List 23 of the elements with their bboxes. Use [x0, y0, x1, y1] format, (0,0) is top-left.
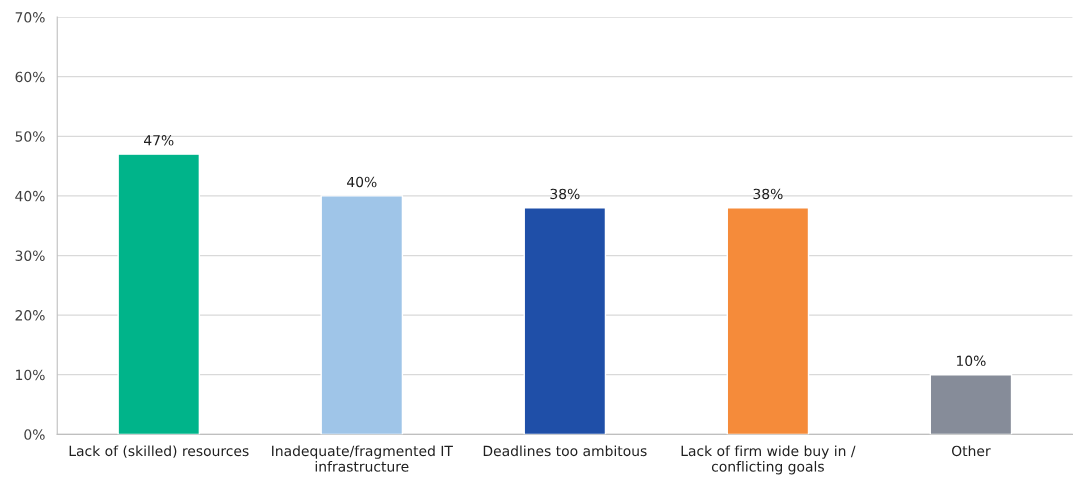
- y-tick-label: 40%: [15, 190, 45, 202]
- y-tick-label: 70%: [15, 12, 45, 23]
- data-label: 47%: [144, 135, 174, 146]
- y-tick-label: 20%: [15, 310, 45, 321]
- bar: [320, 195, 404, 435]
- data-label: 10%: [957, 355, 986, 367]
- y-tick-label: 10%: [16, 369, 45, 381]
- bar: [929, 374, 1013, 435]
- x-tick-label: Inadequate/fragmented IT infrastructure: [272, 445, 453, 472]
- y-tick-label: 30%: [15, 250, 45, 261]
- bar: [523, 207, 607, 435]
- data-label: 40%: [347, 176, 377, 188]
- y-tick-label: 0%: [24, 429, 45, 440]
- bar: [726, 207, 810, 435]
- y-tick-label: 50%: [15, 131, 45, 142]
- y-tick-label: 60%: [15, 71, 45, 83]
- x-tick-label: Deadlines too ambitous: [483, 445, 647, 457]
- data-label: 38%: [550, 188, 580, 200]
- data-label: 38%: [753, 188, 783, 200]
- bar: [117, 153, 201, 435]
- x-tick-label: Lack of (skilled) resources: [69, 445, 249, 458]
- x-tick-label: Other: [951, 445, 991, 457]
- x-tick-label: Lack of firm wide buy in / conflicting goals: [681, 445, 856, 475]
